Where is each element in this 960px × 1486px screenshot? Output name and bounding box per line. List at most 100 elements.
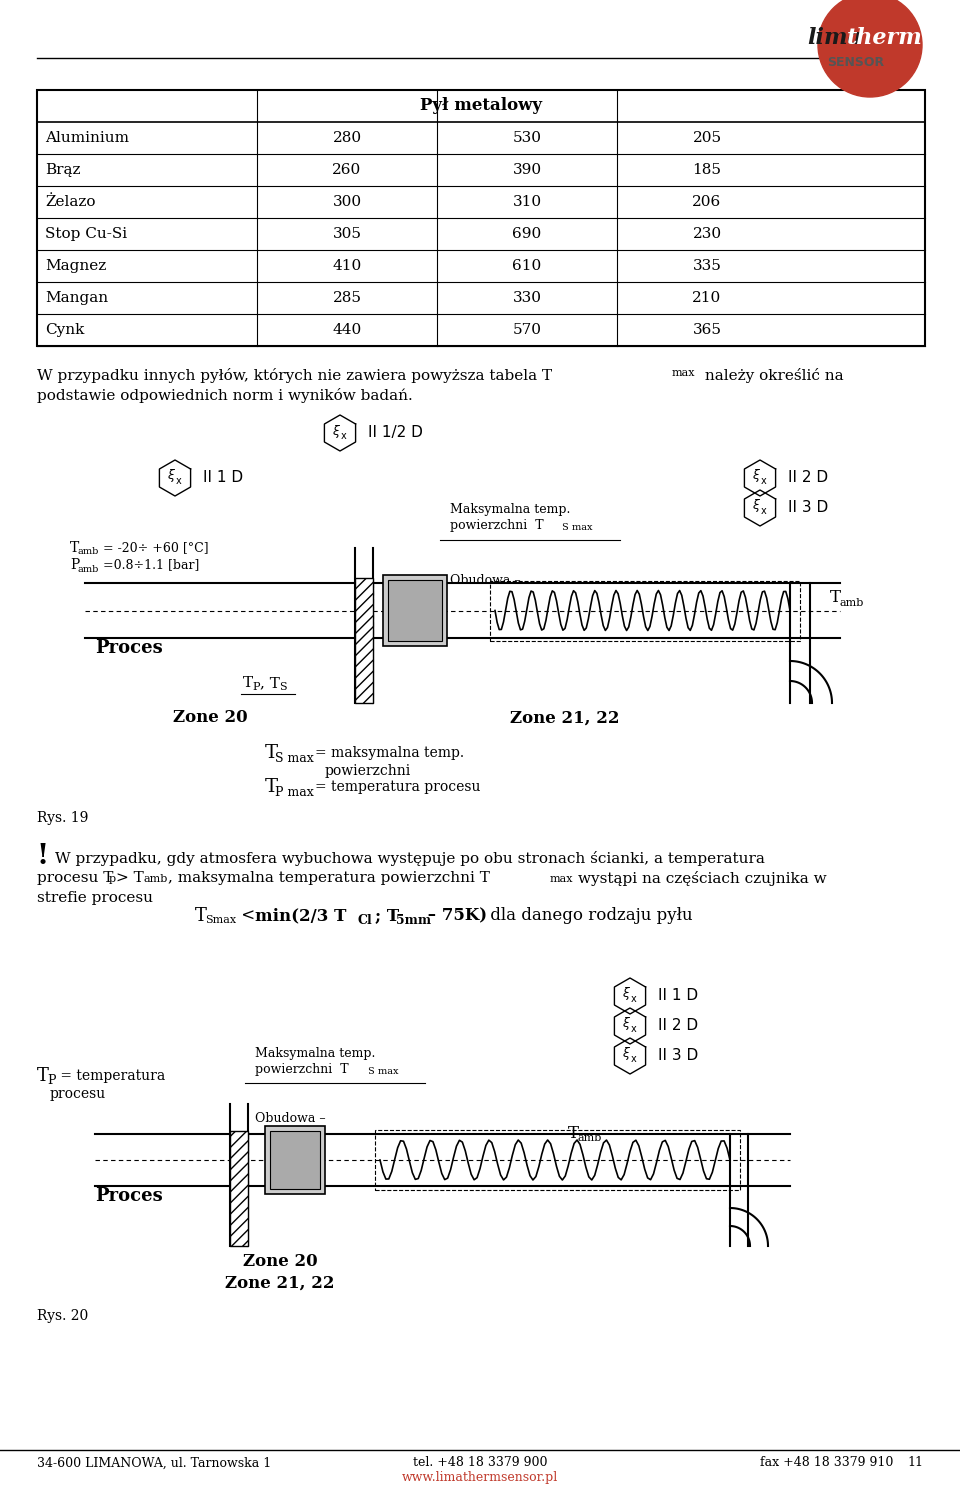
Text: 280: 280: [332, 131, 362, 146]
Text: 440: 440: [332, 322, 362, 337]
Text: 11: 11: [907, 1456, 923, 1470]
Bar: [230, 1131, 248, 1245]
Text: T: T: [830, 590, 841, 606]
Text: T: T: [243, 676, 253, 690]
Text: 410: 410: [332, 259, 362, 273]
Bar: [37, 91, 925, 346]
Text: Stop Cu-Si: Stop Cu-Si: [45, 227, 127, 241]
Text: 310: 310: [513, 195, 541, 210]
Text: > T: > T: [116, 871, 144, 886]
Text: <: <: [236, 908, 260, 924]
Text: W przypadku, gdy atmosfera wybuchowa występuje po obu stronach ścianki, a temper: W przypadku, gdy atmosfera wybuchowa wys…: [55, 851, 765, 866]
Text: T: T: [37, 1067, 49, 1085]
Text: 34-600 LIMANOWA, ul. Tarnowska 1: 34-600 LIMANOWA, ul. Tarnowska 1: [37, 1456, 272, 1470]
Text: Obudowa –: Obudowa –: [255, 1113, 325, 1125]
Text: Proces: Proces: [95, 1187, 163, 1205]
Text: P: P: [70, 559, 80, 572]
Text: 260: 260: [332, 163, 362, 177]
Text: dla danego rodzaju pyłu: dla danego rodzaju pyłu: [485, 908, 692, 924]
Text: S max: S max: [368, 1067, 398, 1076]
Text: II 1 D: II 1 D: [203, 471, 243, 486]
Text: x: x: [761, 507, 767, 516]
Text: www.limathermsensor.pl: www.limathermsensor.pl: [402, 1471, 558, 1483]
Text: , maksymalna temperatura powierzchni T: , maksymalna temperatura powierzchni T: [168, 871, 490, 886]
Text: tel. +48 18 3379 900: tel. +48 18 3379 900: [413, 1456, 547, 1470]
Text: II 1/2 D: II 1/2 D: [368, 425, 422, 440]
Text: =0.8÷1.1 [bar]: =0.8÷1.1 [bar]: [103, 559, 200, 572]
Text: P: P: [47, 1074, 56, 1088]
Text: II 3 D: II 3 D: [788, 501, 828, 516]
Text: 285: 285: [332, 291, 362, 305]
Bar: [383, 575, 447, 646]
Text: $\xi$: $\xi$: [753, 468, 761, 484]
Text: 300: 300: [332, 195, 362, 210]
Text: 205: 205: [692, 131, 722, 146]
Text: wystąpi na częściach czujnika w: wystąpi na częściach czujnika w: [578, 871, 827, 886]
Text: Magnez: Magnez: [45, 259, 107, 273]
Text: min(2/3 T: min(2/3 T: [255, 908, 347, 924]
Text: 390: 390: [513, 163, 541, 177]
Text: Brąz: Brąz: [45, 163, 81, 177]
Text: $\xi$: $\xi$: [753, 498, 761, 514]
Text: 690: 690: [513, 227, 541, 241]
Text: max: max: [550, 874, 573, 884]
Text: SENSOR: SENSOR: [828, 55, 884, 68]
Text: T: T: [568, 1125, 579, 1141]
Text: Maksymalna temp.: Maksymalna temp.: [255, 1048, 375, 1061]
Text: $\xi$: $\xi$: [167, 468, 177, 484]
Text: ; T: ; T: [375, 908, 399, 924]
Text: – 75K): – 75K): [422, 908, 487, 924]
Text: T: T: [265, 744, 278, 762]
Text: x: x: [631, 1024, 636, 1034]
Text: Smax: Smax: [205, 915, 236, 924]
Text: amb: amb: [77, 547, 98, 556]
Text: procesu T: procesu T: [37, 871, 113, 886]
Text: x: x: [761, 476, 767, 486]
Text: amb: amb: [143, 874, 167, 884]
Text: 5mm: 5mm: [396, 914, 431, 926]
Text: Żelazo: Żelazo: [45, 195, 95, 210]
Text: Zone 21, 22: Zone 21, 22: [511, 709, 620, 727]
Text: Cl: Cl: [358, 914, 372, 926]
Text: x: x: [631, 1054, 636, 1064]
Text: 210: 210: [692, 291, 722, 305]
Bar: [270, 1131, 320, 1189]
Text: S max: S max: [275, 752, 314, 764]
Text: powierzchni: powierzchni: [325, 764, 411, 779]
Text: amb: amb: [839, 597, 863, 608]
Text: 610: 610: [513, 259, 541, 273]
Text: Obudowa –: Obudowa –: [450, 574, 520, 587]
Circle shape: [818, 0, 922, 97]
Text: Pył metalowy: Pył metalowy: [420, 98, 542, 114]
Text: Maksymalna temp.: Maksymalna temp.: [450, 504, 570, 517]
Text: powierzchni  T: powierzchni T: [255, 1062, 348, 1076]
Text: therm: therm: [847, 27, 923, 49]
Text: lima: lima: [807, 27, 862, 49]
Bar: [355, 578, 373, 703]
Text: = maksymalna temp.: = maksymalna temp.: [315, 746, 464, 759]
Text: amb: amb: [577, 1132, 601, 1143]
Text: Zone 20: Zone 20: [173, 709, 248, 727]
Text: Zone 20: Zone 20: [243, 1253, 318, 1269]
Text: powierzchni  T: powierzchni T: [450, 519, 543, 532]
Text: S max: S max: [562, 523, 592, 532]
Text: 330: 330: [513, 291, 541, 305]
Text: II 1 D: II 1 D: [658, 988, 698, 1003]
Text: należy określić na: należy określić na: [700, 369, 844, 383]
Text: II 2 D: II 2 D: [788, 471, 828, 486]
Text: p: p: [109, 874, 116, 884]
Text: 305: 305: [332, 227, 362, 241]
Text: procesu: procesu: [50, 1086, 107, 1101]
Text: x: x: [341, 431, 347, 441]
Text: Proces: Proces: [95, 639, 163, 657]
Text: 570: 570: [513, 322, 541, 337]
Text: Zone 21, 22: Zone 21, 22: [226, 1275, 335, 1291]
Text: T: T: [195, 906, 206, 924]
Text: Rys. 20: Rys. 20: [37, 1309, 88, 1323]
Text: S: S: [279, 682, 287, 692]
Text: 335: 335: [692, 259, 721, 273]
Bar: [490, 581, 800, 640]
Text: strefie procesu: strefie procesu: [37, 892, 153, 905]
Text: = temperatura procesu: = temperatura procesu: [315, 780, 481, 794]
Text: II 3 D: II 3 D: [658, 1049, 698, 1064]
